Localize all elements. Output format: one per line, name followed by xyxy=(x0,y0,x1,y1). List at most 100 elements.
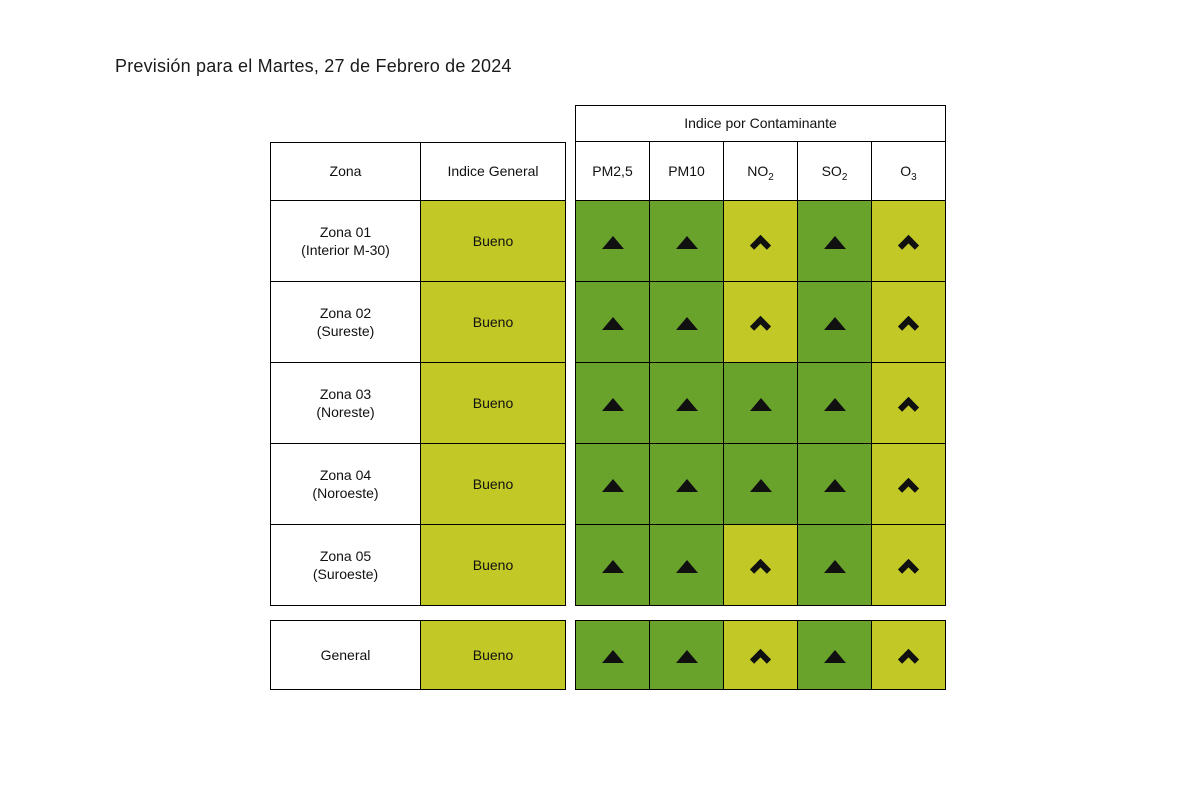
triangle-up-icon xyxy=(823,397,846,411)
triangle-up-icon xyxy=(823,478,846,492)
triangle-up-icon xyxy=(675,316,698,330)
chevron-up-icon xyxy=(897,477,920,500)
index-general-cell: Bueno xyxy=(420,200,566,282)
triangle-up-icon xyxy=(675,235,698,249)
chevron-up-icon xyxy=(749,234,772,257)
general-zone-label: General xyxy=(270,620,421,690)
pollutant-level-cell xyxy=(870,200,947,282)
pollutant-level-cell xyxy=(723,362,798,444)
pollutant-level-cell xyxy=(870,443,947,525)
triangle-up-icon xyxy=(601,397,624,411)
pollutant-level-cell xyxy=(575,443,650,525)
index-general-cell: Bueno xyxy=(420,362,566,444)
pollutant-subscript: 3 xyxy=(911,171,917,183)
chevron-up-icon xyxy=(897,234,920,257)
pollutant-level-cell xyxy=(797,362,872,444)
pollutant-level-cell xyxy=(649,620,724,690)
pollutant-column-header: NO2 xyxy=(723,141,798,201)
triangle-up-icon xyxy=(823,235,846,249)
pollutant-row xyxy=(575,200,947,282)
zone-cell: Zona 02 (Sureste) xyxy=(270,281,421,363)
chevron-up-icon xyxy=(897,315,920,338)
triangle-up-icon xyxy=(823,649,846,663)
index-general-cell: Bueno xyxy=(420,443,566,525)
triangle-up-icon xyxy=(675,559,698,573)
pollutant-header-row: PM2,5 PM10 NO2 SO2 O3 xyxy=(575,141,947,201)
triangle-up-icon xyxy=(675,649,698,663)
zone-row: Zona 04 (Noroeste) Bueno xyxy=(270,443,566,525)
pollutant-row xyxy=(575,443,947,525)
general-row: General Bueno xyxy=(270,620,566,690)
page-title: Previsión para el Martes, 27 de Febrero … xyxy=(115,56,512,76)
pollutant-level-cell xyxy=(797,200,872,282)
pollutant-level-cell xyxy=(723,620,798,690)
pollutant-subscript: 2 xyxy=(768,171,774,183)
pollutant-level-cell xyxy=(575,281,650,363)
pollutant-column-header: PM2,5 xyxy=(575,141,650,201)
chevron-up-icon xyxy=(749,558,772,581)
zone-row: Zona 03 (Noreste) Bueno xyxy=(270,362,566,444)
pollutant-level-cell xyxy=(870,362,947,444)
triangle-up-icon xyxy=(823,316,846,330)
triangle-up-icon xyxy=(601,316,624,330)
chevron-up-icon xyxy=(749,315,772,338)
pollutant-table: Indice por Contaminante PM2,5 PM10 NO2 SO2 O… xyxy=(574,105,947,606)
indice-general-column-header: Indice General xyxy=(420,142,566,201)
pollutant-row xyxy=(575,524,947,606)
general-pollutant-row xyxy=(575,620,946,690)
triangle-up-icon xyxy=(675,478,698,492)
pollutant-level-cell xyxy=(797,281,872,363)
zona-column-header: Zona xyxy=(270,142,421,201)
pollutant-level-cell xyxy=(575,200,650,282)
pollutant-level-cell xyxy=(649,524,724,606)
pollutant-column-header: SO2 xyxy=(797,141,872,201)
contaminant-group-header-row: Indice por Contaminante xyxy=(574,105,947,142)
pollutant-row xyxy=(575,362,947,444)
pollutant-subscript: 2 xyxy=(841,171,848,183)
triangle-up-icon xyxy=(749,397,772,411)
pollutant-level-cell xyxy=(723,281,798,363)
triangle-up-icon xyxy=(675,397,698,411)
pollutant-level-cell xyxy=(871,620,946,690)
zone-index-table: Zona Indice General Zona 01 (Interior M-3… xyxy=(270,142,566,606)
index-general-cell: Bueno xyxy=(420,281,566,363)
general-zone-index-table: General Bueno xyxy=(270,620,566,690)
triangle-up-icon xyxy=(749,478,772,492)
pollutant-level-cell xyxy=(870,524,947,606)
pollutant-column-header: O3 xyxy=(870,141,947,201)
pollutant-row xyxy=(575,281,947,363)
pollutant-level-cell xyxy=(575,524,650,606)
index-general-cell: Bueno xyxy=(420,524,566,606)
pollutant-column-header: PM10 xyxy=(649,141,724,201)
chevron-up-icon xyxy=(897,558,920,581)
pollutant-level-cell xyxy=(723,200,798,282)
zone-row: Zona 01 (Interior M-30) Bueno xyxy=(270,200,566,282)
chevron-up-icon xyxy=(897,396,920,419)
pollutant-level-cell xyxy=(723,524,798,606)
pollutant-level-cell xyxy=(797,443,872,525)
pollutant-level-cell xyxy=(575,620,650,690)
pollutant-level-cell xyxy=(649,443,724,525)
pollutant-level-cell xyxy=(723,443,798,525)
triangle-up-icon xyxy=(601,649,624,663)
chevron-up-icon xyxy=(897,648,920,671)
zone-cell: Zona 04 (Noroeste) xyxy=(270,443,421,525)
zone-row: Zona 05 (Suroeste) Bueno xyxy=(270,524,566,606)
pollutant-level-cell xyxy=(797,620,872,690)
triangle-up-icon xyxy=(601,235,624,249)
zone-row: Zona 02 (Sureste) Bueno xyxy=(270,281,566,363)
pollutant-level-cell xyxy=(649,200,724,282)
triangle-up-icon xyxy=(601,559,624,573)
zone-index-header-row: Zona Indice General xyxy=(270,142,566,201)
zone-cell: Zona 01 (Interior M-30) xyxy=(270,200,421,282)
triangle-up-icon xyxy=(823,559,846,573)
chevron-up-icon xyxy=(749,648,772,671)
pollutant-level-cell xyxy=(870,281,947,363)
pollutant-level-cell xyxy=(575,362,650,444)
zone-cell: Zona 05 (Suroeste) xyxy=(270,524,421,606)
pollutant-level-cell xyxy=(649,362,724,444)
zone-cell: Zona 03 (Noreste) xyxy=(270,362,421,444)
contaminant-group-header: Indice por Contaminante xyxy=(574,105,947,142)
triangle-up-icon xyxy=(601,478,624,492)
